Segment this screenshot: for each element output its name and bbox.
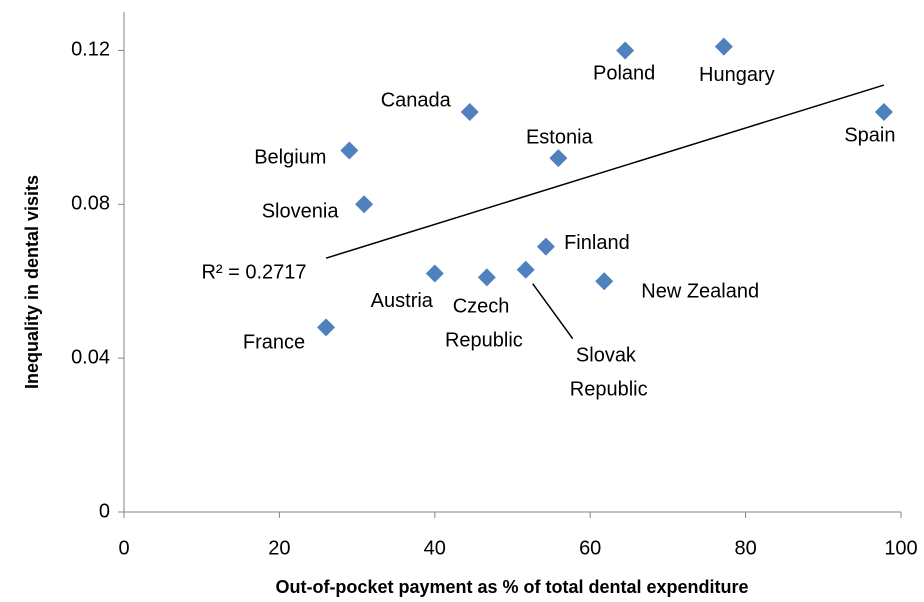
y-tick-label: 0: [99, 500, 110, 522]
point-label: New Zealand: [641, 281, 759, 303]
x-tick-label: 100: [884, 537, 917, 559]
data-point: [714, 37, 733, 56]
data-point: [355, 195, 374, 214]
x-tick-label: 20: [268, 537, 290, 559]
point-label: Estonia: [526, 126, 594, 148]
x-tick-label: 0: [118, 537, 129, 559]
data-point: [516, 260, 535, 279]
data-point: [460, 103, 479, 121]
y-tick-label: 0.12: [71, 39, 110, 61]
trendline: [325, 84, 885, 259]
x-axis-title: Out-of-pocket payment as % of total dent…: [275, 577, 748, 597]
data-point: [616, 41, 635, 60]
y-tick-label: 0.04: [71, 346, 110, 368]
data-point: [317, 318, 336, 337]
data-point: [549, 149, 568, 168]
data-point: [425, 264, 444, 283]
data-point: [477, 268, 496, 287]
point-label: France: [243, 332, 305, 354]
point-label: Hungary: [699, 64, 775, 86]
trendline-label: R² = 0.2717: [201, 261, 306, 283]
point-label: Canada: [381, 89, 452, 111]
point-label: Slovenia: [262, 201, 340, 223]
leader-line: [532, 283, 574, 340]
x-tick-label: 80: [734, 537, 756, 559]
point-label: Austria: [371, 290, 434, 312]
data-point: [536, 237, 555, 256]
data-point: [595, 272, 614, 291]
x-tick-label: 60: [579, 537, 601, 559]
data-point: [340, 141, 359, 160]
data-point: [874, 103, 893, 121]
y-axis-title: Inequality in dental visits: [22, 175, 42, 389]
point-label: Czech Republic: [445, 296, 523, 352]
point-label: Spain: [844, 124, 895, 146]
point-label: Belgium: [254, 147, 326, 169]
x-tick-label: 40: [424, 537, 446, 559]
point-label: Slovak Republic: [570, 345, 648, 401]
y-tick-label: 0.08: [71, 193, 110, 215]
point-label: Finland: [564, 232, 630, 254]
point-label: Poland: [593, 63, 655, 85]
